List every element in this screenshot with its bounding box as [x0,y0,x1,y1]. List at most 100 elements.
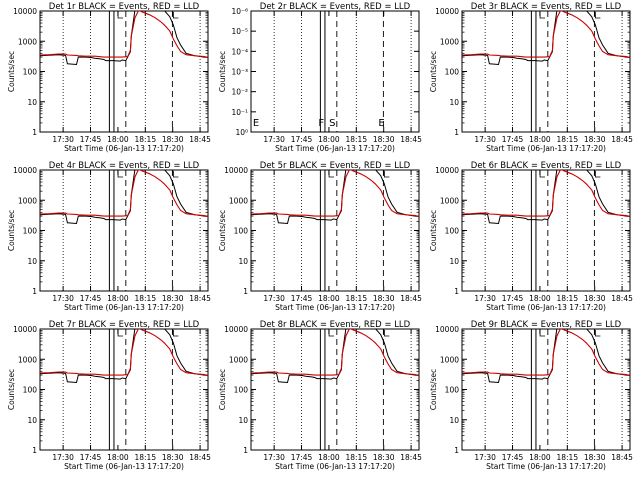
y-tick-label: 1000 [440,196,459,205]
series-group [462,329,630,384]
flag-marker [328,171,335,178]
panel-det-5r: Det 5r BLACK = Events, RED = LLD 17:30 17:… [218,161,422,312]
panel-title: Det 1r BLACK = Events, RED = LLD [49,2,200,12]
y-axis-label: Counts/sec [7,51,16,92]
x-tick-label: 17:30 [263,453,285,462]
x-tick-label: 18:15 [134,294,156,303]
panel-title: Det 8r BLACK = Events, RED = LLD [260,320,411,330]
y-tick-label: 10000 [13,7,37,16]
panel-title: Det 3r BLACK = Events, RED = LLD [471,2,622,12]
y-tick-label: 100 [445,227,460,236]
x-tick-label: 17:30 [474,453,496,462]
plot-frame [250,10,420,133]
y-axis-label: Counts/sec [7,369,16,410]
y-tick-label: 10000 [224,325,248,334]
series-group [251,170,419,225]
flag-label: E [253,118,259,129]
x-tick-label: 18:00 [107,294,129,303]
panel-det-3r: Det 3r BLACK = Events, RED = LLD 17:30 17:… [429,2,633,153]
series-line-events [462,11,630,66]
y-tick-label: 10⁻⁶ [231,7,248,16]
x-tick-label: 17:45 [502,453,524,462]
x-tick-label: 18:30 [162,294,184,303]
x-tick-label: 18:45 [611,453,633,462]
x-axis-label: Start Time (06-Jan-13 17:17:20) [486,303,606,312]
panel-title: Det 9r BLACK = Events, RED = LLD [471,320,622,330]
y-tick-label: 1000 [440,37,459,46]
series-group [40,329,208,384]
x-tick-label: 18:00 [529,453,551,462]
x-axis-label: Start Time (06-Jan-13 17:17:20) [275,462,395,471]
panel-title: Det 2r BLACK = Events, RED = LLD [260,2,411,12]
flag-marker [117,330,124,337]
y-tick-label: 1 [32,128,37,137]
y-tick-label: 10000 [435,7,459,16]
flag-marker [594,12,601,19]
x-tick-label: 18:00 [318,453,340,462]
flag-marker [172,171,179,178]
x-tick-label: 18:00 [529,135,551,144]
flag-marker [117,12,124,19]
y-tick-label: 100 [23,227,38,236]
y-tick-label: 10000 [13,166,37,175]
y-tick-label: 100 [23,68,38,77]
y-tick-label: 10⁻⁴ [231,47,248,56]
y-axis-label: Counts/sec [429,369,438,410]
x-tick-label: 17:30 [474,135,496,144]
x-tick-label: 17:45 [80,453,102,462]
x-tick-label: 18:45 [611,135,633,144]
y-tick-label: 1000 [229,196,248,205]
flag-label: E [378,118,384,129]
y-axis-label: Counts/sec [218,369,227,410]
series-line-events [462,329,630,384]
y-tick-label: 1 [454,446,459,455]
series-line-lld [251,170,419,218]
y-axis-label: Counts/sec [429,210,438,251]
series-line-events [40,170,208,225]
x-tick-label: 18:30 [373,294,395,303]
flag-label: F [318,118,324,129]
panel-det-2r: Det 2r BLACK = Events, RED = LLD 17:30 17:… [218,2,422,153]
series-line-lld [40,11,208,59]
x-tick-label: 18:00 [107,135,129,144]
x-tick-label: 18:00 [318,294,340,303]
y-tick-label: 1 [454,128,459,137]
x-tick-label: 17:45 [291,294,313,303]
x-tick-label: 18:45 [400,453,422,462]
flag-marker [539,12,546,19]
plot-frame [39,169,209,292]
x-tick-label: 17:30 [52,453,74,462]
x-axis-label: Start Time (06-Jan-13 17:17:20) [486,462,606,471]
x-tick-label: 18:15 [556,135,578,144]
x-tick-label: 18:45 [189,294,211,303]
series-line-lld [462,170,630,218]
flag-marker [383,171,390,178]
series-line-events [462,170,630,225]
y-tick-label: 1 [454,287,459,296]
x-tick-label: 17:45 [80,294,102,303]
flag-marker [539,171,546,178]
y-tick-label: 10 [27,257,37,266]
x-tick-label: 17:45 [502,135,524,144]
y-tick-label: 10 [449,257,459,266]
plot-frame [39,328,209,451]
x-tick-label: 17:45 [291,453,313,462]
y-tick-label: 10000 [224,166,248,175]
y-tick-label: 1000 [18,37,37,46]
x-tick-label: 18:30 [162,453,184,462]
y-tick-label: 10000 [435,325,459,334]
flag-marker [117,171,124,178]
y-axis-label: Counts/sec [429,51,438,92]
y-tick-label: 10⁻² [231,88,248,97]
x-tick-label: 17:30 [52,294,74,303]
x-tick-label: 18:30 [584,453,606,462]
x-axis-label: Start Time (06-Jan-13 17:17:20) [275,303,395,312]
y-tick-label: 100 [445,68,460,77]
series-line-lld [462,329,630,377]
series-line-events [251,170,419,225]
series-group [462,11,630,66]
series-line-lld [40,329,208,377]
x-tick-label: 17:30 [263,135,285,144]
plot-frame [39,10,209,133]
y-tick-label: 100 [234,386,249,395]
